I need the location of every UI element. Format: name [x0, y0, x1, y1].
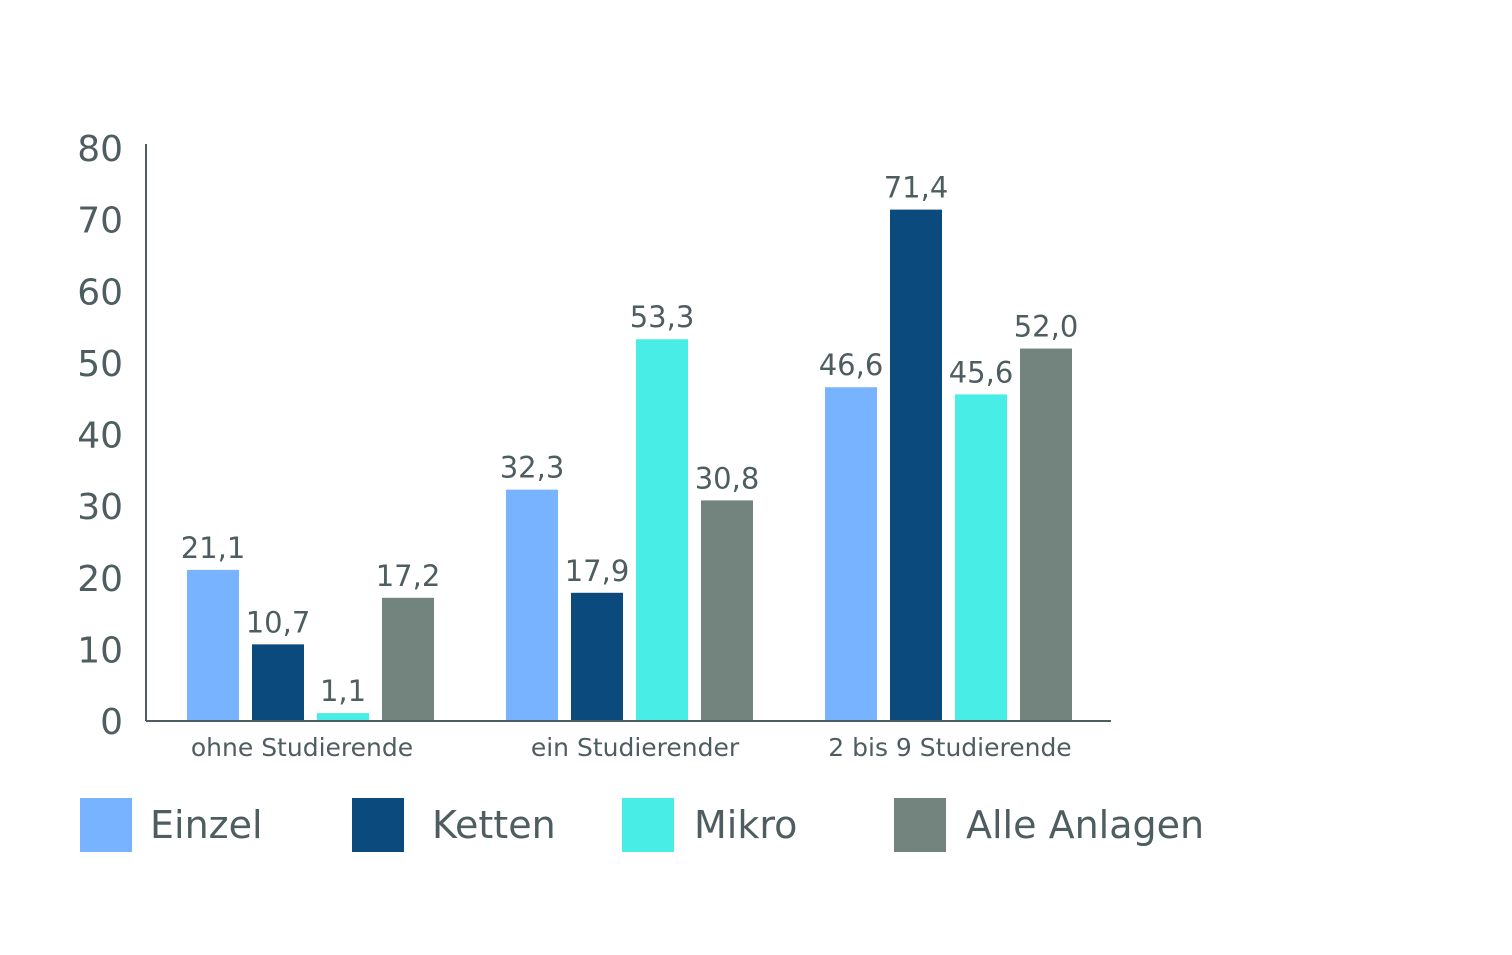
bar-mikro-1 [317, 713, 369, 721]
category-labels: ohne Studierende ein Studierender 2 bis 9 … [191, 733, 1072, 762]
data-label-mikro-2: 53,3 [630, 300, 695, 334]
bar-ketten-2 [571, 592, 623, 721]
y-tick-label-20: 20 [77, 559, 123, 600]
category-label-1: ohne Studierende [191, 733, 413, 762]
bars [187, 209, 1072, 721]
y-tick-label-70: 70 [77, 201, 123, 242]
legend-label-ketten: Ketten [432, 803, 556, 847]
legend-item-einzel: Einzel [80, 798, 263, 852]
legend-item-ketten: Ketten [352, 798, 556, 852]
legend-item-mikro: Mikro [622, 798, 797, 852]
category-label-2: ein Studierender [531, 733, 740, 762]
data-label-ketten-2: 17,9 [565, 554, 630, 588]
legend-swatch-mikro [622, 798, 674, 852]
data-label-einzel-2: 32,3 [500, 451, 565, 485]
bar-einzel-2 [506, 489, 558, 721]
bar-alle-anlagen-2 [701, 500, 753, 721]
bar-mikro-3 [955, 394, 1007, 721]
bar-einzel-1 [187, 569, 239, 721]
data-label-einzel-1: 21,1 [181, 531, 246, 565]
legend-label-einzel: Einzel [150, 803, 263, 847]
data-label-mikro-3: 45,6 [949, 355, 1014, 389]
data-label-mikro-1: 1,1 [320, 674, 366, 708]
y-tick-label-10: 10 [77, 630, 123, 671]
data-label-alle-anlagen-2: 30,8 [695, 461, 760, 495]
category-label-3: 2 bis 9 Studierende [828, 733, 1071, 762]
bar-einzel-3 [825, 387, 877, 721]
data-label-ketten-3: 71,4 [884, 171, 949, 205]
legend: Einzel Ketten Mikro Alle Anlagen [0, 798, 1512, 854]
legend-swatch-ketten [352, 798, 404, 852]
bar-chart: 0 10 20 30 40 50 60 70 80 21,1 10,7 1,1 17,2 32,3 17,… [77, 129, 1111, 762]
y-tick-label-40: 40 [77, 416, 123, 457]
legend-item-alle-anlagen: Alle Anlagen [894, 798, 1204, 852]
bar-alle-anlagen-3 [1020, 348, 1072, 721]
legend-swatch-alle-anlagen [894, 798, 946, 852]
data-label-alle-anlagen-3: 52,0 [1014, 310, 1079, 344]
bar-ketten-1 [252, 644, 304, 721]
legend-label-mikro: Mikro [694, 803, 798, 847]
y-tick-label-60: 60 [77, 272, 123, 313]
data-labels: 21,1 10,7 1,1 17,2 32,3 17,9 53,3 30,8 46,6 71,4 4… [181, 171, 1079, 709]
legend-label-alle-anlagen: Alle Anlagen [966, 803, 1205, 847]
data-label-einzel-3: 46,6 [819, 348, 884, 382]
bar-ketten-3 [890, 209, 942, 721]
data-label-ketten-1: 10,7 [246, 605, 311, 639]
bar-mikro-2 [636, 339, 688, 721]
y-tick-label-0: 0 [100, 702, 123, 743]
y-axis-ticks: 0 10 20 30 40 50 60 70 80 [77, 129, 123, 743]
y-tick-label-30: 30 [77, 487, 123, 528]
y-tick-label-50: 50 [77, 344, 123, 385]
bar-alle-anlagen-1 [382, 597, 434, 721]
data-label-alle-anlagen-1: 17,2 [376, 559, 441, 593]
legend-swatch-einzel [80, 798, 132, 852]
y-tick-label-80: 80 [77, 129, 123, 170]
